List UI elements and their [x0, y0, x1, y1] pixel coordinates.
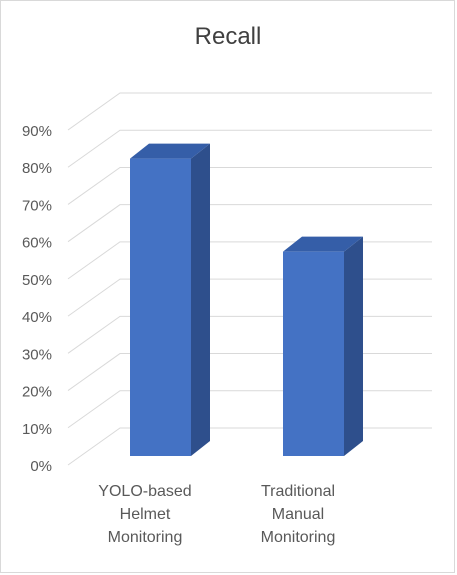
gridline [67, 315, 432, 354]
gridline [67, 427, 432, 466]
bar-top [283, 236, 363, 252]
x-category-label: YOLO-based Helmet Monitoring [98, 483, 191, 546]
y-tick-label: 10% [22, 421, 52, 438]
bar [283, 236, 363, 456]
y-tick-label: 50% [22, 272, 52, 289]
bars [130, 143, 363, 456]
bar-top [130, 143, 210, 159]
gridline [67, 278, 432, 317]
y-tick-label: 80% [22, 160, 52, 177]
bar-front [283, 251, 344, 456]
y-tick-label: 70% [22, 197, 52, 214]
y-tick-label: 60% [22, 235, 52, 252]
gridline [67, 92, 432, 131]
y-axis-ticks: 0% 10% 20% 30% 40% 50% 60% 70% 80% 90% [22, 123, 52, 475]
gridlines [67, 92, 432, 466]
y-tick-label: 20% [22, 384, 52, 401]
gridline [67, 390, 432, 429]
gridline [67, 241, 432, 280]
chart-title: Recall [195, 23, 262, 50]
gridline [67, 166, 432, 205]
y-tick-label: 30% [22, 346, 52, 363]
gridline [67, 204, 432, 243]
x-axis-labels: YOLO-based Helmet Monitoring Traditional Man… [98, 483, 335, 546]
y-tick-label: 0% [30, 458, 52, 475]
bar-front [130, 158, 191, 456]
x-category-label: Traditional Manual Monitoring [261, 483, 336, 546]
bar-side [191, 143, 210, 456]
y-tick-label: 40% [22, 309, 52, 326]
bar [130, 143, 210, 456]
bar-side [344, 236, 363, 456]
gridline [67, 353, 432, 391]
gridline [67, 129, 432, 168]
y-tick-label: 90% [22, 123, 52, 140]
